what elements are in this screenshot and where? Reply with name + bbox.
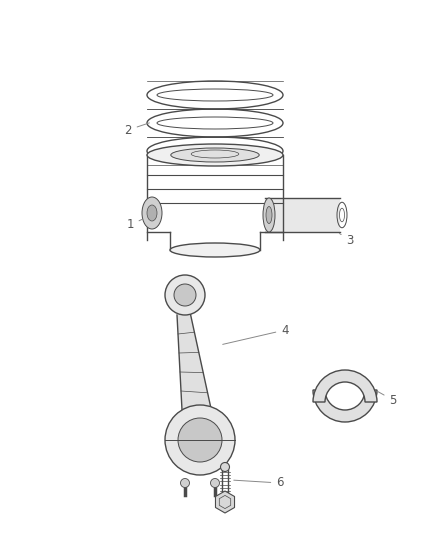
Polygon shape bbox=[215, 491, 234, 513]
Ellipse shape bbox=[142, 197, 162, 229]
Wedge shape bbox=[313, 370, 377, 402]
Text: 1: 1 bbox=[126, 219, 142, 231]
Ellipse shape bbox=[266, 206, 272, 223]
Text: 2: 2 bbox=[124, 123, 149, 136]
Ellipse shape bbox=[165, 405, 235, 475]
Ellipse shape bbox=[178, 418, 222, 462]
Text: 6: 6 bbox=[234, 477, 284, 489]
Ellipse shape bbox=[171, 148, 259, 162]
Ellipse shape bbox=[147, 205, 157, 221]
Ellipse shape bbox=[180, 479, 190, 488]
Ellipse shape bbox=[174, 284, 196, 306]
Polygon shape bbox=[177, 312, 212, 413]
Text: 4: 4 bbox=[223, 324, 289, 344]
Wedge shape bbox=[313, 390, 377, 422]
Ellipse shape bbox=[211, 479, 219, 488]
Ellipse shape bbox=[220, 463, 230, 472]
Ellipse shape bbox=[263, 198, 275, 232]
Text: 5: 5 bbox=[378, 391, 397, 407]
Bar bbox=[265, 198, 340, 232]
Ellipse shape bbox=[147, 144, 283, 166]
Ellipse shape bbox=[170, 243, 260, 257]
Text: 3: 3 bbox=[339, 233, 354, 246]
Ellipse shape bbox=[165, 275, 205, 315]
